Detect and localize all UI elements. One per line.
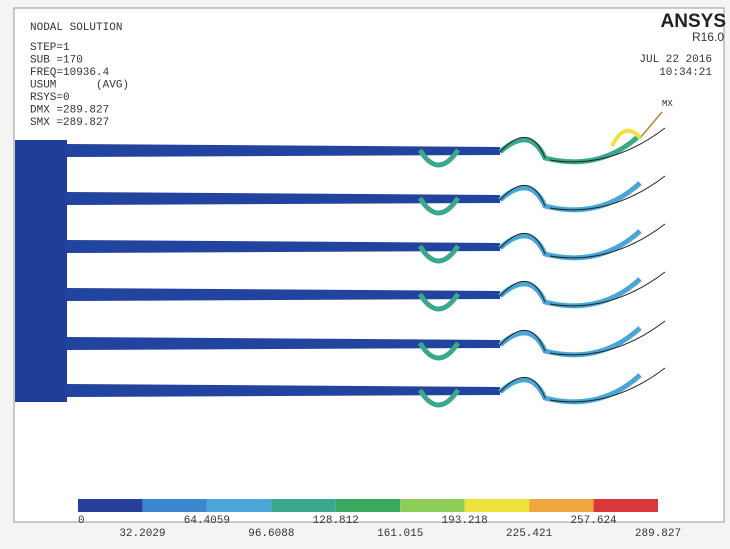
brand-name: ANSYS: [661, 11, 726, 32]
legend-label: 225.421: [506, 528, 553, 540]
legend-label: 257.624: [570, 515, 617, 527]
base-block: [15, 140, 67, 402]
legend-swatch: [207, 499, 271, 512]
legend-swatch: [271, 499, 335, 512]
legend-label: 161.015: [377, 528, 423, 540]
legend-label: 96.6088: [248, 528, 294, 540]
legend-swatch: [529, 499, 593, 512]
legend-label: 32.2029: [119, 528, 165, 540]
legend-swatch: [465, 499, 529, 512]
info-line: SMX =289.827: [30, 117, 109, 129]
legend-label: 0: [78, 515, 85, 527]
info-line: RSYS=0: [30, 92, 70, 104]
plot-title: NODAL SOLUTION: [30, 22, 122, 34]
info-line: STEP=1: [30, 42, 70, 54]
legend-label: 128.812: [313, 515, 359, 527]
legend-swatch: [594, 499, 658, 512]
legend-swatch: [336, 499, 400, 512]
info-line: SUB =170: [30, 55, 83, 67]
legend-swatch: [78, 499, 142, 512]
legend-swatch: [400, 499, 464, 512]
ansys-window: NODAL SOLUTION ANSYS R16.0 JUL 22 2016 1…: [0, 0, 730, 544]
brand-version: R16.0: [692, 30, 724, 44]
legend-swatch: [142, 499, 206, 512]
time: 10:34:21: [659, 67, 712, 79]
legend-label: 64.4059: [184, 515, 230, 527]
info-line: FREQ=10936.4: [30, 67, 110, 79]
info-line: DMX =289.827: [30, 105, 109, 117]
info-line: USUM (AVG): [30, 80, 129, 92]
max-marker: MX: [662, 99, 673, 109]
legend-label: 193.218: [442, 515, 488, 527]
legend-label: 289.827: [635, 528, 681, 540]
date: JUL 22 2016: [639, 54, 712, 66]
